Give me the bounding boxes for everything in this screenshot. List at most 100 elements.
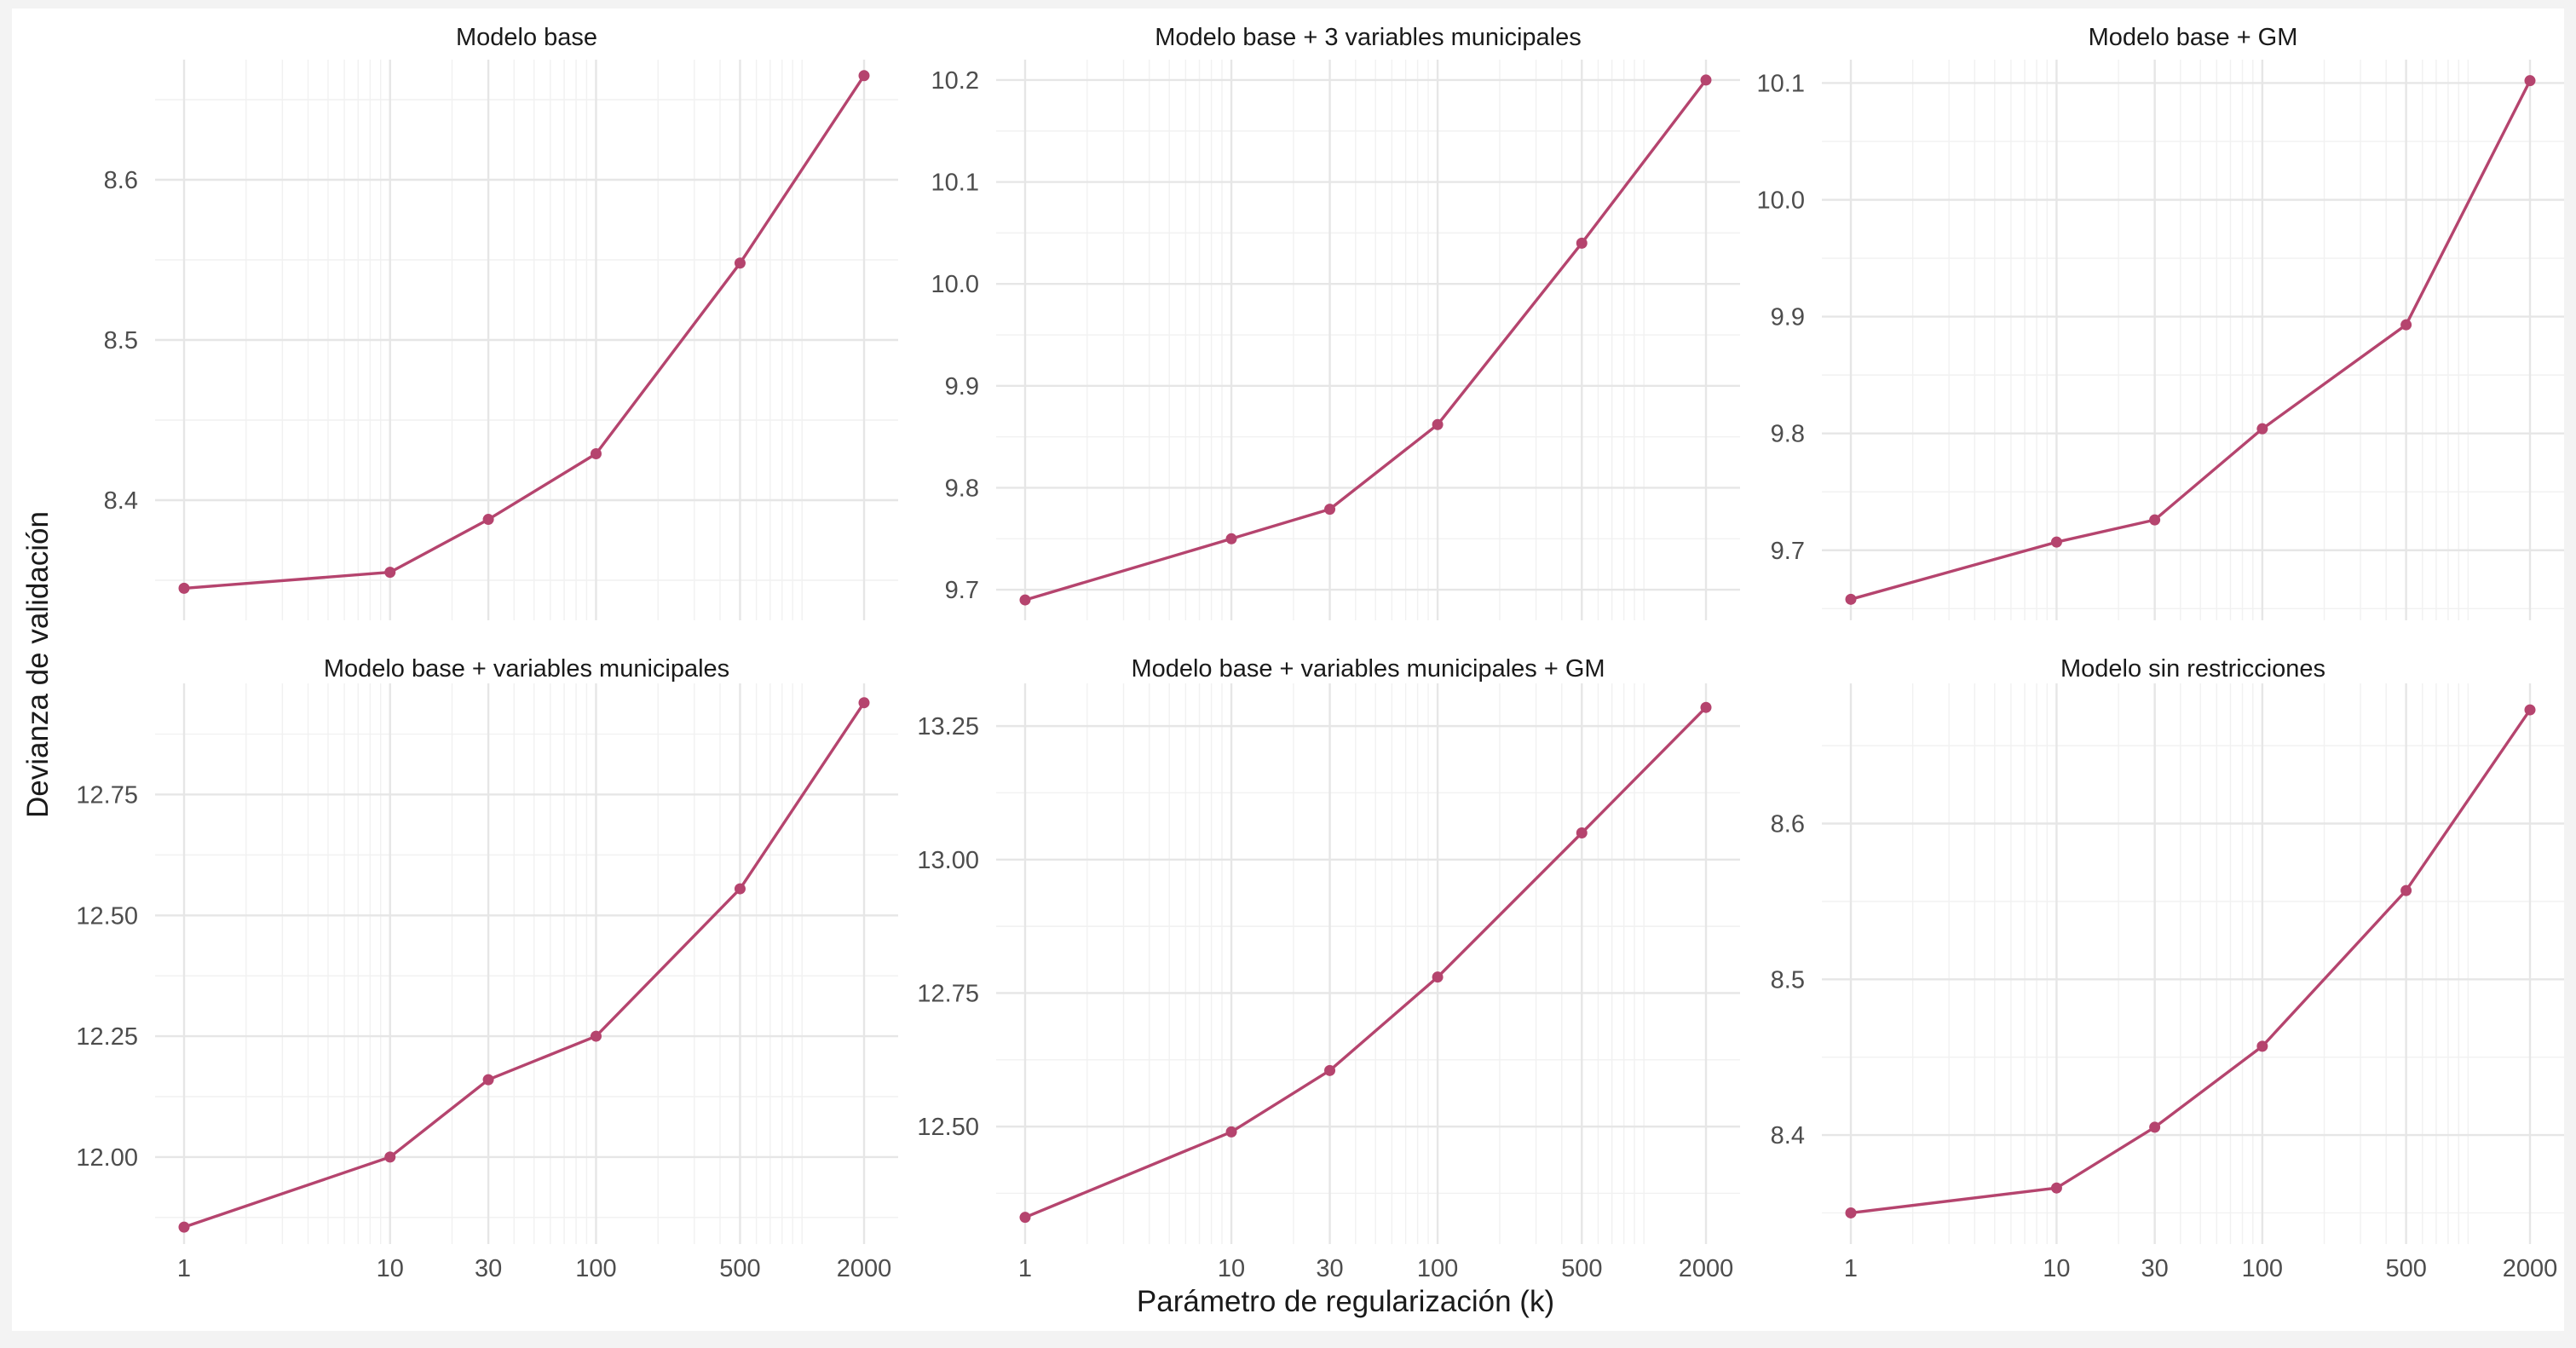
figure: Devianza de validación Parámetro de regu… [12,9,2564,1331]
data-point [858,70,870,82]
y-tick-label: 12.25 [76,1023,138,1051]
data-point [482,514,494,526]
data-point [482,1074,494,1086]
y-tick-label: 10.0 [1757,187,1805,215]
data-point [384,1151,396,1163]
y-tick-label: 9.9 [945,373,979,400]
x-tick-label: 10 [377,1255,404,1282]
data-point [858,697,870,709]
panel-5: 12.50 12.75 13.00 13.25 Modelo base + variab… [917,655,1740,1282]
y-tick-label: 10.1 [1757,70,1805,97]
panel-title: Modelo sin restricciones [2060,655,2325,683]
x-axis-title: Parámetro de regularización (k) [1137,1285,1554,1318]
data-point [1845,593,1857,605]
series-line [1024,706,1708,1219]
x-tick-label: 10 [1218,1255,1245,1282]
data-point [2524,75,2536,87]
y-tick-label: 8.4 [1771,1122,1805,1149]
data-point [590,1030,602,1042]
y-tick-label: 13.25 [917,713,979,740]
y-tick-label: 10.0 [931,271,979,298]
data-point [1324,504,1336,516]
y-tick-label: 9.8 [945,475,979,502]
y-tick-label: 9.8 [1771,421,1805,448]
data-point [1324,1064,1336,1076]
data-point [734,257,746,269]
x-tick-label: 1 [177,1255,191,1282]
data-point [2524,704,2536,716]
data-point [2256,1040,2268,1052]
x-tick-label: 30 [2141,1255,2169,1282]
y-tick-label: 9.9 [1771,304,1805,331]
panel-title: Modelo base + variables municipales [324,655,729,683]
y-tick-label: 12.50 [917,1114,979,1141]
x-tick-label: 500 [2385,1255,2426,1282]
y-tick-label: 9.7 [1771,538,1805,565]
panel-6: 8.4 8.5 8.6 Modelo sin restricciones 1 10 30 10… [1771,655,2564,1282]
faceted-line-chart: Devianza de validación Parámetro de regu… [21,24,2564,1318]
data-point [178,1221,190,1233]
y-tick-label: 9.7 [945,577,979,604]
data-point [1576,237,1588,249]
y-tick-label: 12.75 [76,781,138,809]
panel-title: Modelo base + variables municipales + GM [1131,655,1605,683]
data-point [590,447,602,459]
y-tick-label: 8.5 [1771,966,1805,994]
x-tick-label: 2000 [837,1255,892,1282]
data-point [1700,701,1712,713]
data-point [2149,1121,2161,1133]
panel-title: Modelo base + GM [2089,24,2298,51]
x-tick-label: 100 [2242,1255,2283,1282]
x-tick-label: 10 [2043,1255,2070,1282]
y-tick-label: 8.4 [104,487,138,515]
data-point [2400,319,2412,331]
data-point [1432,418,1444,430]
data-point [2149,514,2161,526]
y-tick-label: 8.5 [104,327,138,354]
data-point [1225,1126,1237,1138]
x-tick-label: 2000 [2503,1255,2558,1282]
x-tick-label: 2000 [1679,1255,1734,1282]
panel-2: 9.7 9.8 9.9 10.0 10.1 10.2 Modelo base + 3 var… [931,24,1740,620]
x-tick-label: 500 [1561,1255,1602,1282]
y-tick-label: 8.6 [104,167,138,194]
data-point [384,567,396,579]
series-line [183,701,866,1229]
y-tick-label: 12.75 [917,980,979,1007]
data-point [2256,423,2268,435]
panel-3: 9.7 9.8 9.9 10.0 10.1 Modelo base + GM [1757,24,2564,620]
x-tick-label: 1 [1018,1255,1032,1282]
y-tick-label: 12.50 [76,902,138,930]
y-tick-label: 12.00 [76,1144,138,1172]
x-tick-label: 30 [475,1255,502,1282]
y-tick-label: 10.2 [931,67,979,95]
data-point [1432,971,1444,983]
data-point [1225,533,1237,544]
data-point [2050,536,2062,548]
series-line [1850,79,2532,601]
data-point [1019,594,1031,606]
y-tick-label: 8.6 [1771,811,1805,838]
panel-1: 8.4 8.5 8.6 Modelo base [104,24,898,620]
data-point [734,883,746,895]
x-tick-label: 1 [1844,1255,1858,1282]
x-tick-label: 100 [1417,1255,1458,1282]
y-tick-label: 10.1 [931,170,979,197]
panel-title: Modelo base [456,24,597,51]
x-tick-label: 30 [1316,1255,1343,1282]
data-point [178,582,190,594]
x-tick-label: 100 [575,1255,616,1282]
panel-4: 12.00 12.25 12.50 12.75 Modelo base + variab… [76,655,898,1282]
data-point [1700,74,1712,86]
panel-title: Modelo base + 3 variables municipales [1155,24,1582,51]
data-point [1576,827,1588,838]
y-tick-label: 13.00 [917,847,979,874]
series-line [1024,78,1708,602]
data-point [1845,1207,1857,1218]
data-point [1019,1212,1031,1224]
data-point [2050,1182,2062,1194]
series-line [183,74,866,590]
x-tick-label: 500 [719,1255,760,1282]
y-axis-title: Devianza de validación [21,511,55,818]
series-line [1850,709,2532,1215]
